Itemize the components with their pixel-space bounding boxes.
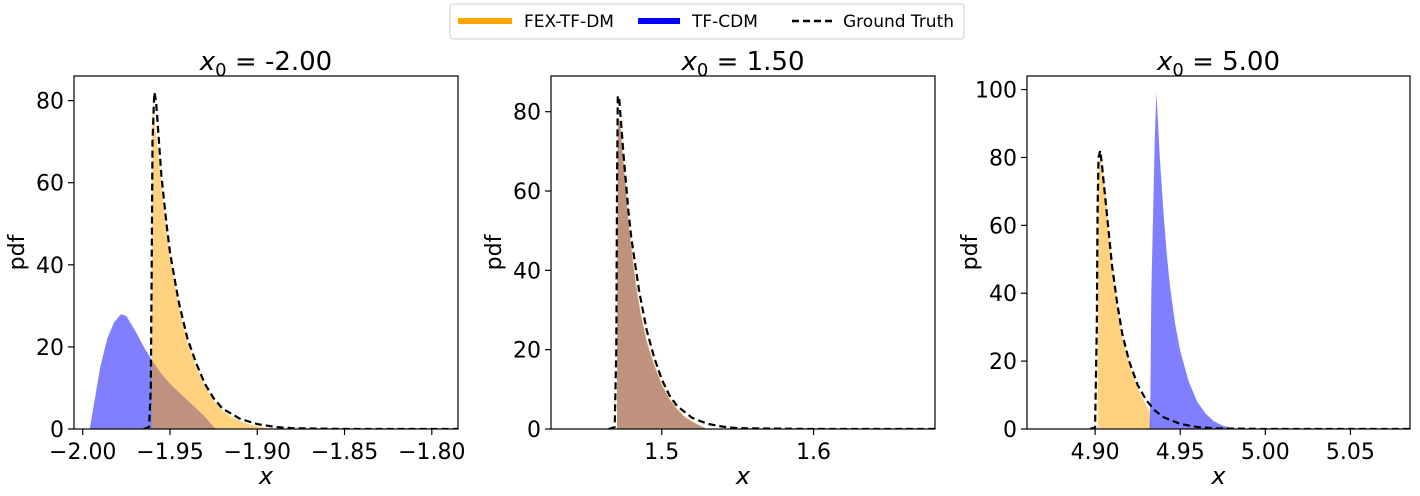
y-tick-label: 20 bbox=[989, 350, 1017, 375]
y-tick-label: 40 bbox=[36, 254, 64, 279]
ground-truth-line bbox=[1089, 150, 1410, 429]
y-tick-label: 60 bbox=[513, 180, 541, 205]
x-tick-label: 1.5 bbox=[644, 440, 679, 465]
chart-panel-1: −2.00 −1.95 −1.90 −1.85 −1.80 0 20 40 60 80 x pdf x0… bbox=[5, 47, 466, 490]
chart-title: x0 = -2.00 bbox=[199, 47, 332, 81]
hist-fex-tf-dm bbox=[151, 108, 275, 429]
y-tick-label: 60 bbox=[989, 214, 1017, 239]
legend: FEX-TF-DM TF-CDM Ground Truth bbox=[449, 3, 965, 40]
y-tick-label: 20 bbox=[36, 336, 64, 361]
y-tick-label: 100 bbox=[975, 79, 1017, 104]
y-axis-label: pdf bbox=[482, 233, 507, 270]
x-tick-label: −1.90 bbox=[224, 440, 291, 465]
legend-label-ground-truth: Ground Truth bbox=[843, 12, 954, 32]
y-tick-label: 0 bbox=[527, 418, 541, 443]
x-tick-label: 5.00 bbox=[1241, 440, 1290, 465]
y-tick-label: 0 bbox=[50, 418, 64, 443]
y-tick-label: 80 bbox=[513, 101, 541, 126]
legend-label-tf-cdm: TF-CDM bbox=[691, 12, 758, 32]
y-tick-label: 60 bbox=[36, 172, 64, 197]
x-axis-label: x bbox=[258, 462, 274, 490]
y-tick-label: 80 bbox=[989, 146, 1017, 171]
chart-panel-2: 1.5 1.6 0 20 40 60 80 x pdf x0 = 1.50 bbox=[482, 47, 936, 490]
plot-area bbox=[608, 95, 935, 429]
x-axis-label: x bbox=[1210, 462, 1226, 490]
hist-fex-tf-dm bbox=[1097, 157, 1152, 429]
x-tick-label: −2.00 bbox=[49, 440, 116, 465]
chart-panel-3: 4.90 4.95 5.00 5.05 0 20 40 60 80 100 x pdf x0 = 5.0… bbox=[958, 47, 1411, 490]
axes-frame bbox=[1026, 75, 1411, 430]
x-tick-label: 4.90 bbox=[1071, 440, 1120, 465]
x-axis-label: x bbox=[735, 462, 751, 490]
plot-area bbox=[1089, 93, 1410, 429]
y-tick-label: 20 bbox=[513, 339, 541, 364]
y-tick-label: 0 bbox=[1003, 418, 1017, 443]
legend-label-fex-tf-dm: FEX-TF-DM bbox=[524, 12, 614, 32]
hist-fex-tf-dm bbox=[617, 115, 708, 429]
hist-tf-cdm bbox=[1149, 93, 1240, 429]
x-tick-label: −1.95 bbox=[136, 440, 203, 465]
legend-frame bbox=[449, 3, 965, 40]
x-tick-label: 5.05 bbox=[1326, 440, 1375, 465]
y-tick-label: 80 bbox=[36, 90, 64, 115]
plot-area bbox=[89, 92, 458, 429]
axes-frame bbox=[73, 75, 459, 430]
chart-title: x0 = 1.50 bbox=[680, 47, 804, 81]
x-tick-label: −1.85 bbox=[311, 440, 378, 465]
chart-title: x0 = 5.00 bbox=[1156, 47, 1280, 81]
y-tick-label: 40 bbox=[513, 259, 541, 284]
ground-truth-line bbox=[143, 92, 458, 429]
x-tick-label: −1.80 bbox=[398, 440, 465, 465]
y-axis-label: pdf bbox=[958, 233, 983, 270]
y-axis-label: pdf bbox=[5, 233, 30, 270]
axes-frame bbox=[550, 75, 936, 430]
x-tick-label: 1.6 bbox=[796, 440, 831, 465]
x-tick-label: 4.95 bbox=[1156, 440, 1205, 465]
ground-truth-line bbox=[608, 95, 935, 429]
y-tick-label: 40 bbox=[989, 282, 1017, 307]
